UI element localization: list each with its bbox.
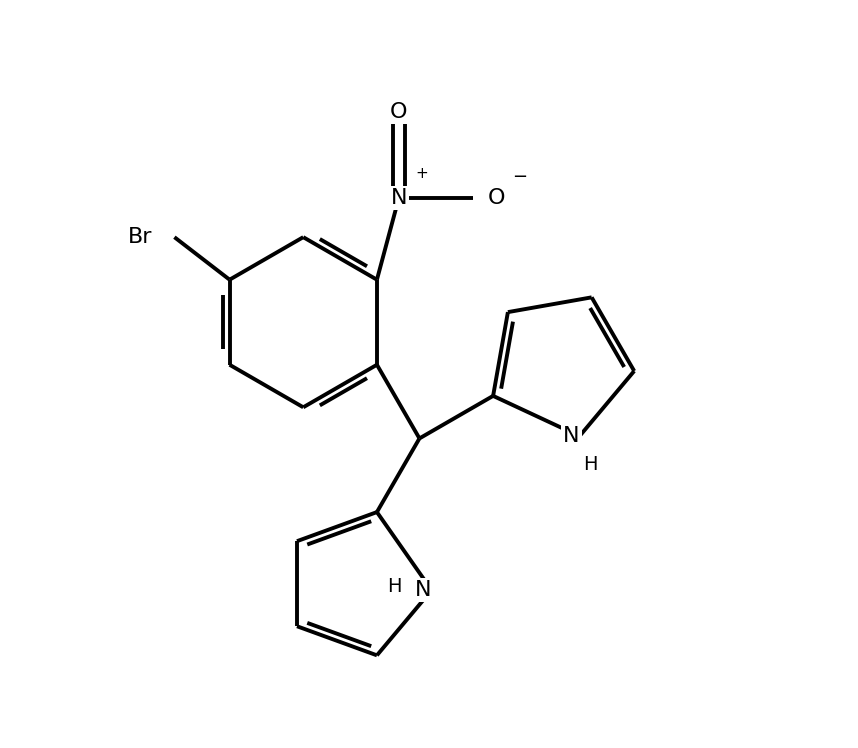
- Text: Br: Br: [128, 227, 152, 247]
- Text: N: N: [390, 188, 408, 207]
- Text: −: −: [512, 168, 527, 186]
- Text: O: O: [487, 188, 505, 207]
- Text: H: H: [583, 455, 598, 473]
- Text: O: O: [390, 102, 408, 123]
- Text: +: +: [415, 166, 428, 181]
- Text: N: N: [563, 426, 579, 446]
- Text: H: H: [388, 577, 402, 596]
- Text: N: N: [415, 580, 432, 600]
